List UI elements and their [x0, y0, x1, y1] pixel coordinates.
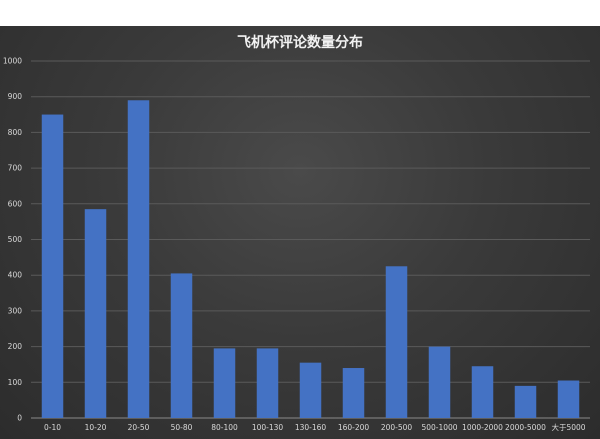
x-tick-label: 100-130 — [252, 423, 284, 432]
x-axis-ticks: 0-10 10-20 20-50 50-80 80-100 100-130 130-160 1… — [44, 422, 586, 432]
bar-chart: 飞机杯评论数量分布 0 100 200 300 400 500 600 700 800 900 10… — [3, 34, 590, 432]
bar — [428, 346, 451, 418]
x-tick-label: 大于5000 — [551, 422, 585, 432]
y-tick-label: 300 — [8, 306, 23, 315]
y-tick-label: 900 — [8, 92, 23, 101]
bar — [41, 114, 64, 419]
x-tick-label: 130-160 — [295, 423, 327, 432]
x-tick-label: 160-200 — [338, 423, 370, 432]
bar — [256, 348, 279, 418]
y-tick-label: 700 — [8, 164, 23, 173]
bar — [84, 209, 107, 418]
y-tick-label: 800 — [8, 128, 23, 137]
bars — [41, 100, 580, 419]
bar — [127, 100, 150, 419]
y-tick-label: 500 — [8, 235, 23, 244]
y-tick-label: 200 — [8, 342, 23, 351]
x-tick-label: 200-500 — [381, 423, 413, 432]
y-tick-label: 0 — [17, 414, 22, 423]
bar — [557, 380, 580, 418]
y-axis-ticks: 0 100 200 300 400 500 600 700 800 900 1000 — [3, 57, 22, 423]
y-tick-label: 1000 — [3, 57, 22, 66]
x-tick-label: 20-50 — [128, 423, 150, 432]
bar — [471, 366, 494, 418]
bar — [342, 368, 365, 418]
bar — [385, 266, 408, 418]
grid-lines — [31, 60, 590, 419]
x-tick-label: 0-10 — [44, 423, 61, 432]
bar — [514, 385, 537, 418]
bar — [299, 362, 322, 418]
bar — [213, 348, 236, 418]
x-tick-label: 500-1000 — [421, 423, 457, 432]
x-tick-label: 50-80 — [171, 423, 193, 432]
x-tick-label: 80-100 — [211, 423, 238, 432]
bar — [170, 273, 193, 418]
chart-frame: 飞机杯评论数量分布 0 100 200 300 400 500 600 700 800 900 10… — [0, 26, 600, 439]
chart-title: 飞机杯评论数量分布 — [237, 34, 363, 51]
y-tick-label: 100 — [8, 378, 23, 387]
y-tick-label: 600 — [8, 199, 23, 208]
x-tick-label: 10-20 — [85, 423, 107, 432]
x-tick-label: 1000-2000 — [462, 423, 503, 432]
x-tick-label: 2000-5000 — [505, 423, 546, 432]
y-tick-label: 400 — [8, 271, 23, 280]
